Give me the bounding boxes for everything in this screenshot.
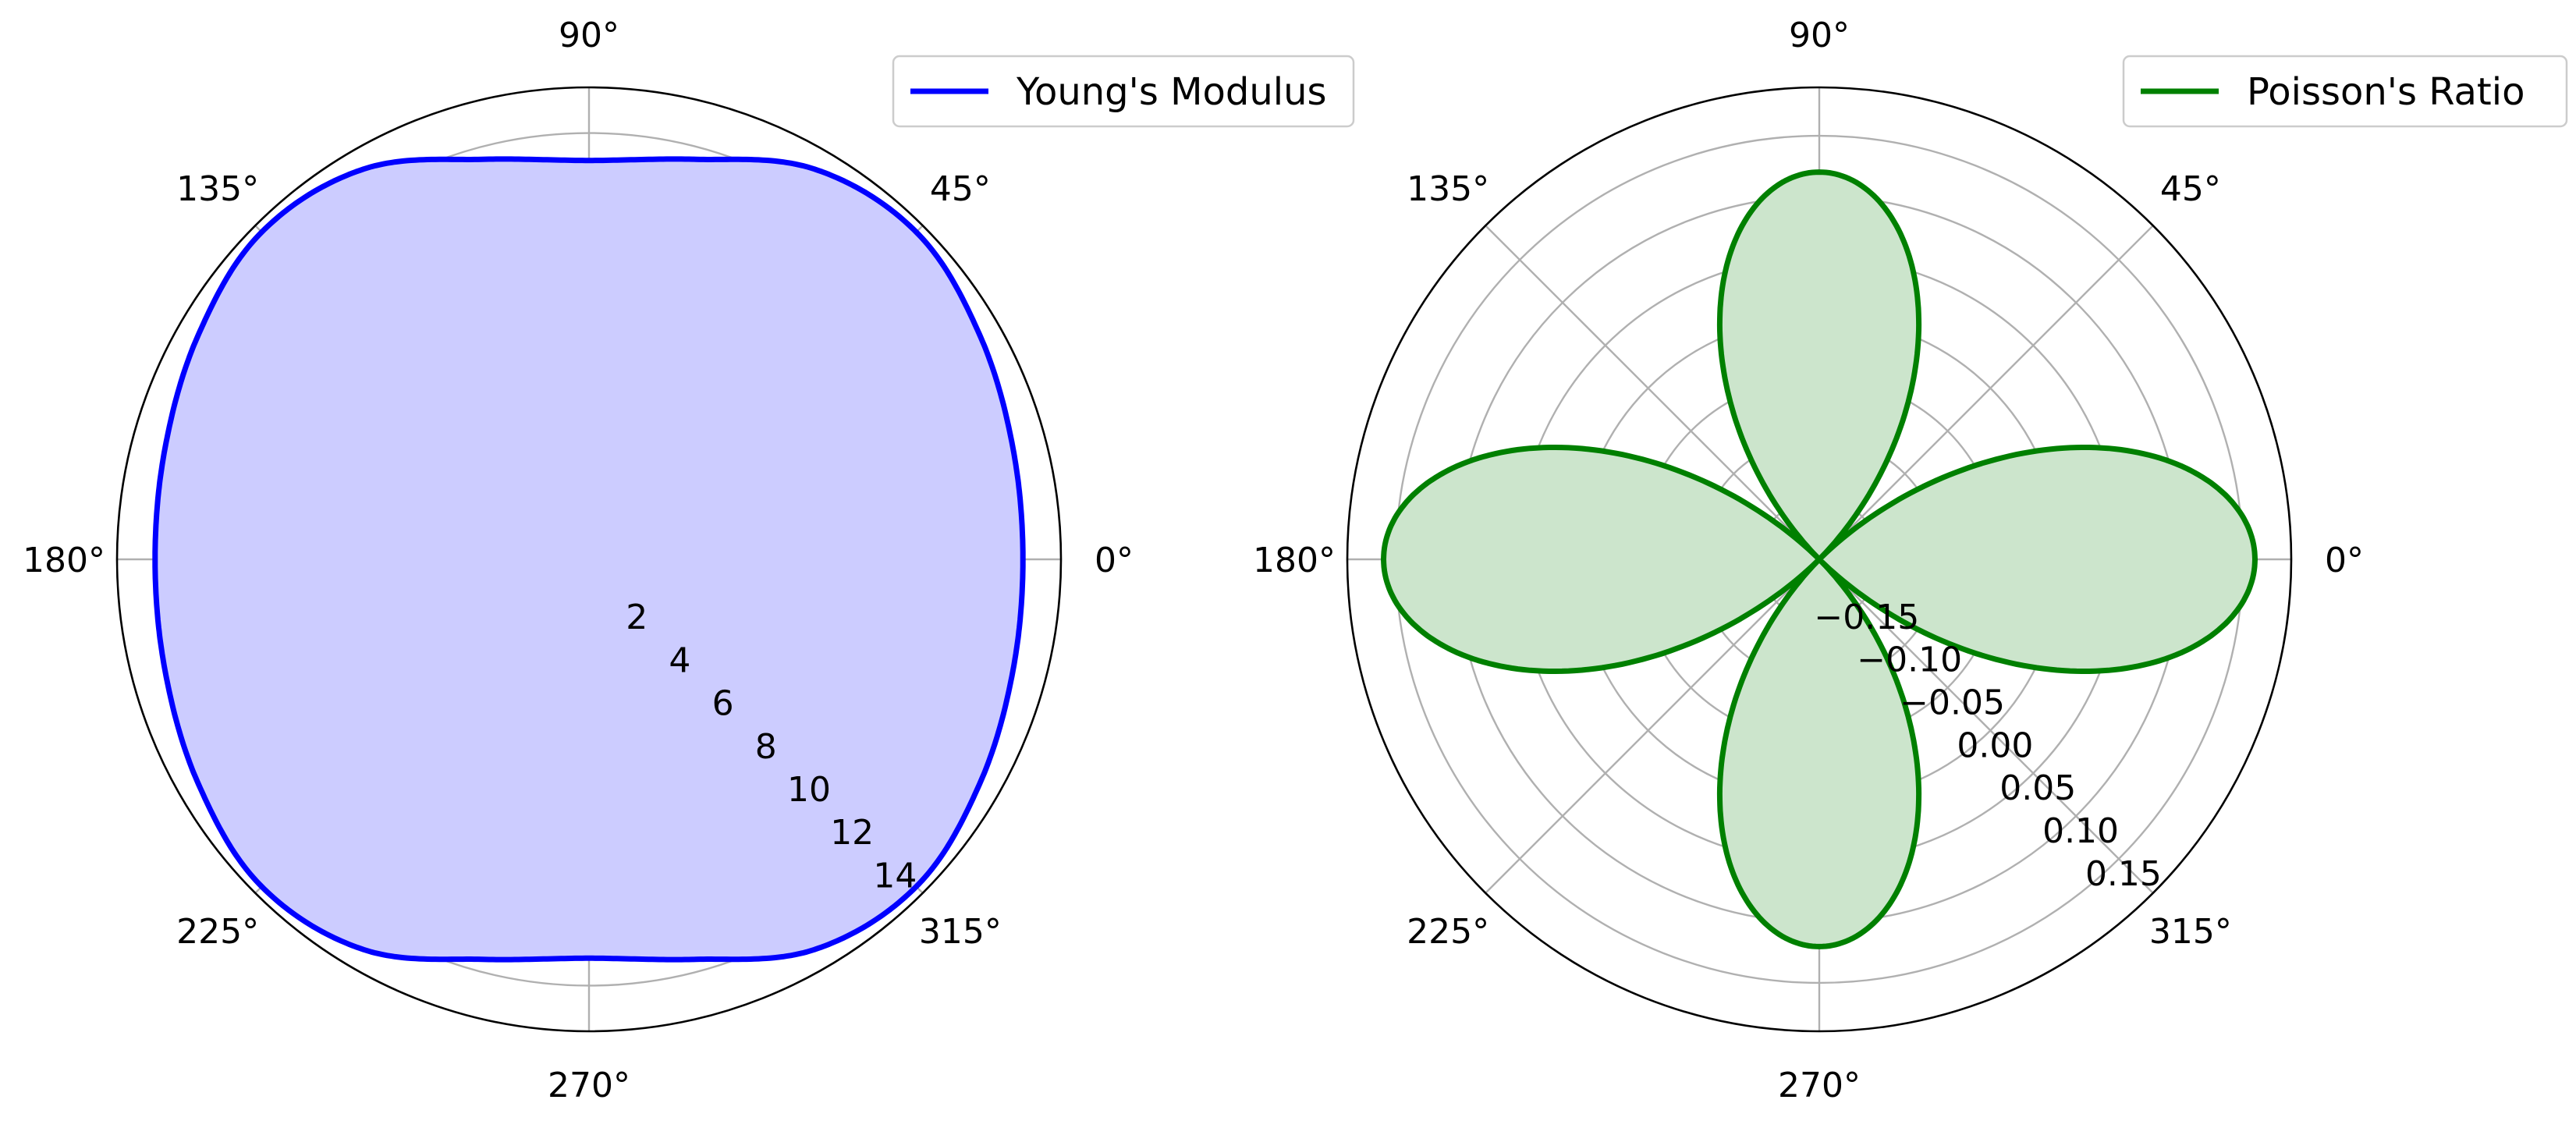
- angle-tick-label: 180°: [1253, 541, 1336, 580]
- radial-tick-label: −0.15: [1814, 598, 1919, 637]
- radial-tick-label: 0.15: [2085, 854, 2162, 894]
- angle-tick-label: 45°: [2160, 169, 2221, 209]
- radial-tick-label: 4: [669, 640, 690, 680]
- radial-tick-label: 0.00: [1957, 725, 2033, 765]
- angle-tick-label: 180°: [23, 541, 105, 580]
- legend-label: Poisson's Ratio: [2247, 70, 2525, 114]
- radial-tick-label: 0.05: [1999, 768, 2076, 808]
- angle-tick-label: 270°: [548, 1066, 630, 1105]
- angle-tick-label: 90°: [559, 16, 619, 55]
- radial-tick-label: 2: [626, 598, 648, 637]
- legend: Poisson's Ratio: [2122, 55, 2568, 128]
- radial-tick-label: −0.10: [1857, 640, 1962, 680]
- radial-tick-label: 0.10: [2042, 811, 2119, 851]
- legend-box: [2122, 55, 2568, 128]
- angle-tick-label: 0°: [1095, 541, 1134, 580]
- angle-tick-label: 45°: [930, 169, 991, 209]
- radial-tick-label: 12: [830, 813, 874, 853]
- angle-tick-label: 315°: [919, 912, 1002, 952]
- series-line: [152, 156, 1026, 963]
- legend-label: Young's Modulus: [1016, 70, 1327, 114]
- series-fill: [154, 158, 1024, 960]
- polar-frame: [1346, 86, 2293, 1033]
- angle-tick-label: 225°: [176, 912, 259, 952]
- angular-gridline: [1485, 559, 1820, 894]
- angular-gridline: [1818, 225, 2154, 560]
- radial-tick-label: 14: [873, 856, 917, 896]
- legend-box: [892, 55, 1355, 128]
- angle-tick-label: 315°: [2149, 912, 2232, 952]
- angular-gridline: [1818, 559, 2154, 894]
- angle-tick-label: 90°: [1789, 16, 1850, 55]
- series-line: [1381, 169, 2258, 949]
- angle-tick-label: 135°: [1407, 169, 1489, 209]
- radial-tick-label: 10: [787, 770, 831, 810]
- radial-tick-label: −0.05: [1900, 683, 2005, 723]
- radial-tick-label: 8: [755, 727, 777, 767]
- angle-tick-label: 225°: [1407, 912, 1489, 952]
- polar-frame: [115, 86, 1063, 1033]
- poisson-ratio-polar-panel: 0° 45° 90° 135° 180° 225° 270° 315° −0.15−0.10−0…: [1253, 16, 2568, 1105]
- radial-tick-label: 6: [712, 684, 734, 724]
- angular-gridline: [1485, 225, 1820, 560]
- angle-tick-label: 270°: [1778, 1066, 1861, 1105]
- legend: Young's Modulus: [892, 55, 1355, 128]
- angle-tick-label: 135°: [176, 169, 259, 209]
- angle-tick-label: 0°: [2325, 541, 2364, 580]
